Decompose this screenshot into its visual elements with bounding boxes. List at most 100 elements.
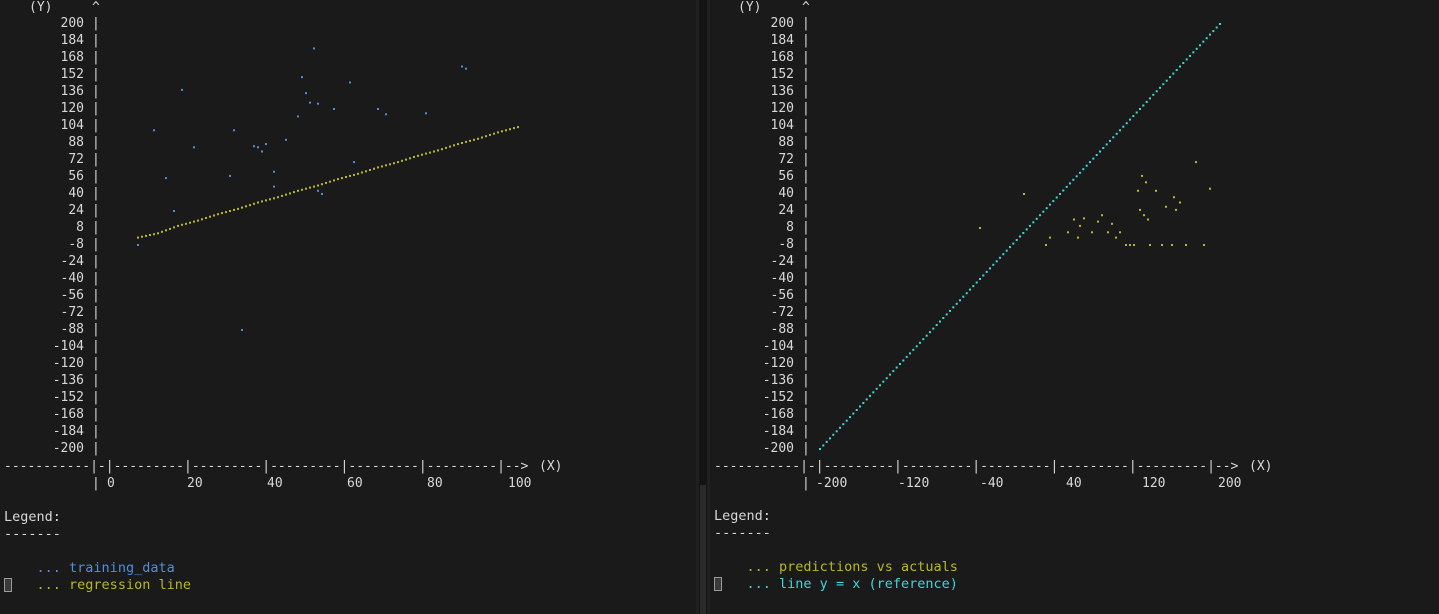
data-point [1023,193,1025,195]
data-point [1015,239,1018,241]
data-point [173,210,175,212]
y-tick-label: -184 [762,424,794,439]
y-tick-label: 136 [60,84,84,99]
legend-label: predictions vs actuals [779,559,958,575]
x-tick-label: 40 [267,476,283,491]
left-terminal-pane[interactable]: (Y) ^ 200 | 184 | 168 | 152 | 136 | 120 | 104 | 88 | 72 |… [0,0,696,614]
data-point [1079,171,1081,174]
y-tick-label: -120 [762,356,794,371]
data-point [285,138,287,141]
data-point [225,211,227,214]
data-point [273,170,275,173]
data-point [1095,154,1098,156]
data-point [1032,221,1035,224]
pane-divider-bar[interactable] [699,0,707,614]
y-axis-tick: | [802,305,810,320]
y-tick-label: -136 [762,373,794,388]
series-line-y-x-reference- [819,23,1221,450]
data-point [1139,208,1141,211]
data-point [257,201,259,204]
data-point [1085,164,1088,167]
data-point [1101,214,1103,217]
data-point [157,232,159,235]
data-point [485,135,487,138]
y-tick-label: -24 [770,254,794,269]
data-point [1055,196,1058,199]
data-point [197,219,199,222]
y-axis-tick: | [92,390,100,405]
y-tick-label: 88 [68,135,84,150]
scrollbar-thumb[interactable] [700,485,706,614]
data-point [1005,249,1008,252]
data-point [297,115,299,118]
data-point [141,235,143,238]
terminal-cursor[interactable] [714,577,722,591]
pane-divider[interactable] [696,0,710,614]
y-axis-tick: | [802,203,810,218]
data-point [233,129,235,132]
y-axis-tick: | [92,33,100,48]
x-tick-label: -40 [980,476,1004,491]
y-axis-tick: | [802,339,810,354]
data-point [413,156,415,158]
x-axis-pipe: | [92,476,100,491]
data-point [169,227,171,230]
y-axis-tick: | [92,288,100,303]
data-point [1159,86,1161,89]
right-terminal-pane[interactable]: (Y) ^ 200 | 184 | 168 | 152 | 136 | 120 | 104 | 88 | 72 |… [710,0,1439,614]
data-point [862,402,865,404]
right-plot-area [819,23,1221,450]
data-point [942,317,945,319]
data-point [505,129,507,132]
data-point [1045,207,1048,210]
data-point [1129,244,1131,246]
data-point [433,150,435,153]
data-point [1025,228,1028,231]
y-tick-label: -168 [762,407,794,422]
data-point [201,218,203,221]
y-axis-tick: | [802,152,810,167]
y-tick-label: 136 [770,84,794,99]
data-point [273,197,275,200]
data-point [949,309,951,312]
data-point [469,139,471,142]
data-point [329,180,331,183]
data-point [1112,136,1115,139]
data-point [205,217,207,219]
data-point [489,133,491,136]
data-point [982,274,985,277]
data-point [955,302,958,305]
data-point [965,292,968,295]
y-axis-arrow: ^ [802,0,810,15]
terminal-cursor[interactable] [4,578,12,592]
y-axis-tick: | [92,186,100,201]
data-point [289,192,291,195]
y-axis-tick: | [92,220,100,235]
data-point [1075,175,1078,178]
data-point [473,138,475,141]
data-point [253,202,255,205]
data-point [902,359,905,362]
data-point [425,112,427,115]
data-point [1165,205,1167,208]
data-point [389,163,391,166]
y-tick-label: -104 [52,339,84,354]
x-tick-label: 100 [508,476,532,491]
y-axis-tick: | [92,237,100,252]
y-axis-tick: | [92,271,100,286]
x-axis-line: -----------|-|---------|---------|------… [714,459,1239,474]
data-point [1035,217,1038,220]
data-point [285,193,287,196]
y-axis-tick: | [802,407,810,422]
y-axis-tick: | [802,33,810,48]
data-point [461,65,463,68]
data-point [345,176,347,178]
data-point [281,194,283,197]
y-tick-label: 152 [60,67,84,82]
data-point [325,181,327,184]
data-point [177,224,179,227]
data-point [975,281,978,284]
data-point [189,221,191,224]
data-point [1145,100,1148,103]
y-tick-label: -8 [778,237,794,252]
